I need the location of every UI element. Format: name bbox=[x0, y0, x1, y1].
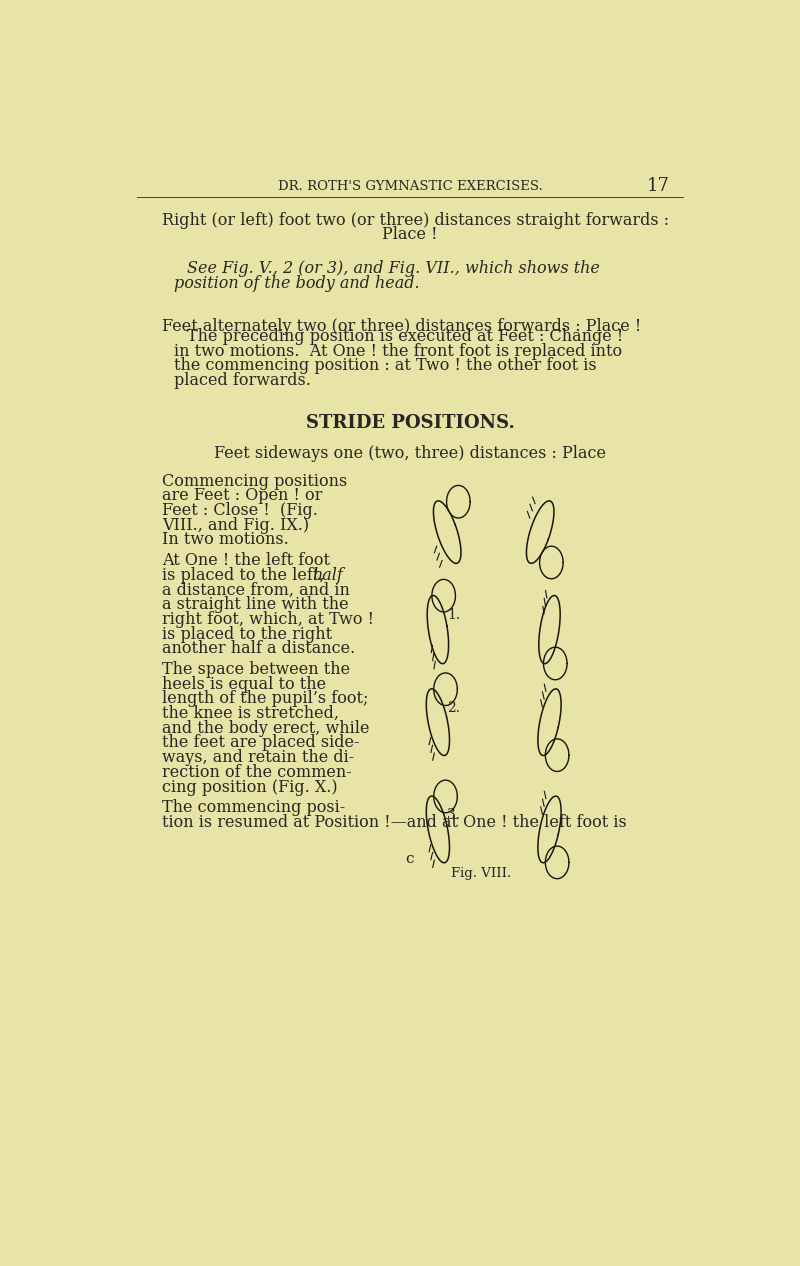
Text: another half a distance.: another half a distance. bbox=[162, 641, 355, 657]
Text: VIII., and Fig. IX.): VIII., and Fig. IX.) bbox=[162, 517, 309, 534]
Text: the feet are placed side-: the feet are placed side- bbox=[162, 734, 359, 752]
Text: In two motions.: In two motions. bbox=[162, 532, 289, 548]
Text: ways, and retain the di-: ways, and retain the di- bbox=[162, 749, 354, 766]
Text: 17: 17 bbox=[646, 177, 670, 195]
Text: Right (or left) foot two (or three) distances straight forwards :: Right (or left) foot two (or three) dist… bbox=[162, 211, 669, 229]
Text: the commencing position : at Two ! the other foot is: the commencing position : at Two ! the o… bbox=[174, 357, 597, 375]
Text: position of the body and head.: position of the body and head. bbox=[174, 275, 420, 292]
Text: c: c bbox=[406, 852, 414, 866]
Text: are Feet : Open ! or: are Feet : Open ! or bbox=[162, 487, 322, 504]
Text: The space between the: The space between the bbox=[162, 661, 350, 677]
Text: The commencing posi-: The commencing posi- bbox=[162, 799, 346, 817]
Text: a distance from, and in: a distance from, and in bbox=[162, 581, 350, 599]
Text: rection of the commen-: rection of the commen- bbox=[162, 763, 352, 781]
Text: and the body erect, while: and the body erect, while bbox=[162, 720, 370, 737]
Text: tion is resumed at Position !—and at One ! the left foot is: tion is resumed at Position !—and at One… bbox=[162, 814, 626, 830]
Text: At One ! the left foot: At One ! the left foot bbox=[162, 552, 330, 568]
Text: placed forwards.: placed forwards. bbox=[174, 372, 311, 389]
Text: cing position (Fig. X.): cing position (Fig. X.) bbox=[162, 779, 338, 795]
Text: Fig. VIII.: Fig. VIII. bbox=[451, 867, 511, 880]
Text: Commencing positions: Commencing positions bbox=[162, 472, 347, 490]
Text: 3.: 3. bbox=[447, 808, 460, 822]
Text: is placed to the right: is placed to the right bbox=[162, 625, 332, 643]
Text: right foot, which, at Two !: right foot, which, at Two ! bbox=[162, 611, 374, 628]
Text: Feet alternately two (or three) distances forwards : Place !: Feet alternately two (or three) distance… bbox=[162, 318, 642, 334]
Text: 1.: 1. bbox=[447, 608, 460, 622]
Text: The preceding position is executed at Feet : Change !: The preceding position is executed at Fe… bbox=[187, 328, 623, 346]
Text: Feet sideways one (two, three) distances : Place: Feet sideways one (two, three) distances… bbox=[214, 444, 606, 462]
Text: STRIDE POSITIONS.: STRIDE POSITIONS. bbox=[306, 414, 514, 432]
Text: heels is equal to the: heels is equal to the bbox=[162, 676, 326, 693]
Text: a straight line with the: a straight line with the bbox=[162, 596, 349, 613]
Text: Place !: Place ! bbox=[382, 227, 438, 243]
Text: See Fig. V., 2 (or 3), and Fig. VII., which shows the: See Fig. V., 2 (or 3), and Fig. VII., wh… bbox=[187, 261, 600, 277]
Text: half: half bbox=[313, 567, 343, 584]
Text: the knee is stretched,: the knee is stretched, bbox=[162, 705, 339, 722]
Text: in two motions.  At One ! the front foot is replaced into: in two motions. At One ! the front foot … bbox=[174, 343, 622, 360]
Text: is placed to the left,: is placed to the left, bbox=[162, 567, 330, 584]
Text: DR. ROTH'S GYMNASTIC EXERCISES.: DR. ROTH'S GYMNASTIC EXERCISES. bbox=[278, 180, 542, 192]
Text: length of the pupil’s foot;: length of the pupil’s foot; bbox=[162, 690, 369, 708]
Text: 2.: 2. bbox=[447, 700, 460, 714]
Text: Feet : Close !  (Fig.: Feet : Close ! (Fig. bbox=[162, 501, 318, 519]
